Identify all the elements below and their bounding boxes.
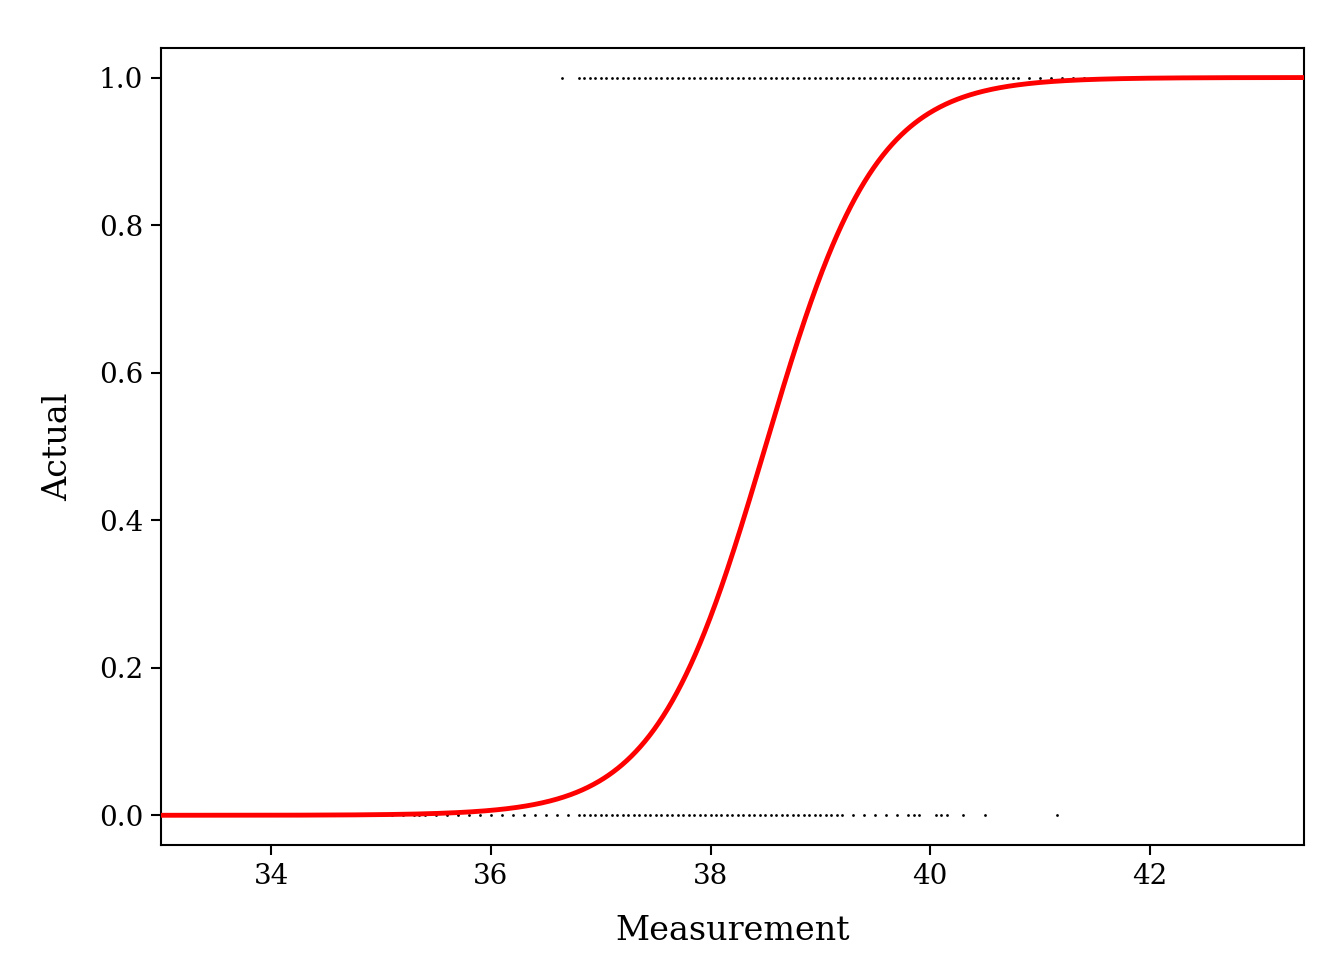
- Y-axis label: Actual: Actual: [42, 392, 74, 501]
- X-axis label: Measurement: Measurement: [616, 915, 849, 947]
